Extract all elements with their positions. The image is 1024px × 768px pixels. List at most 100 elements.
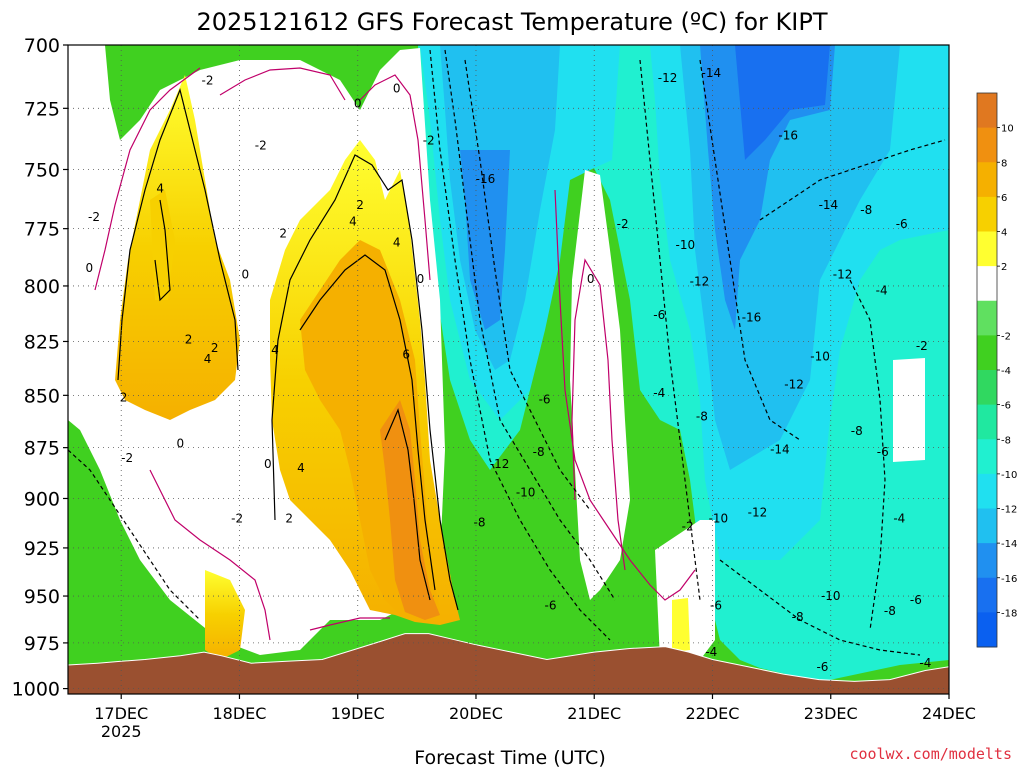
zero-zone-ground bbox=[655, 520, 715, 660]
contour-dashed-d bbox=[639, 59, 701, 601]
colorbar-swatch bbox=[977, 508, 997, 544]
x-axis-label: Forecast Time (UTC) bbox=[414, 747, 605, 768]
contour-label: 2 bbox=[120, 390, 128, 404]
y-tick-label: 775 bbox=[24, 219, 60, 241]
contour-dashed-h bbox=[849, 279, 886, 631]
colorbar-label: -18 bbox=[1001, 608, 1017, 619]
colorbar: 10 8 6 4 2 -2 -4 -6 -8 -10 -12 -14 -16 -18 bbox=[976, 92, 1017, 648]
colorbar-swatch bbox=[977, 370, 997, 406]
x-year-label: 2025 bbox=[101, 722, 142, 741]
contour-label: -8 bbox=[884, 604, 896, 618]
y-tick-label: 700 bbox=[24, 35, 60, 57]
x-tick-label: 24DEC bbox=[922, 704, 976, 723]
contour-label: -6 bbox=[896, 217, 908, 231]
contour-label: -16 bbox=[742, 310, 762, 324]
plot-frame bbox=[67, 44, 950, 695]
colorbar-label: -16 bbox=[1001, 574, 1017, 585]
colorbar-swatch bbox=[977, 231, 997, 267]
contour-dashed-g bbox=[719, 559, 921, 656]
y-tick-label: 975 bbox=[24, 633, 60, 655]
contour-label: -8 bbox=[533, 445, 545, 459]
y-axis: 700 725 750 775 800 825 850 875 900 925 950 975 1000 bbox=[12, 35, 68, 701]
x-axis: 17DEC 18DEC 19DEC 20DEC 21DEC 22DEC 23DEC 24DEC… bbox=[94, 694, 976, 741]
colorbar-label: -2 bbox=[1001, 331, 1011, 342]
contour-label: -6 bbox=[544, 599, 556, 613]
contour-dashed-f bbox=[759, 139, 946, 221]
contour-label: -12 bbox=[490, 457, 510, 471]
x-tick-label: 23DEC bbox=[804, 704, 858, 723]
warm-zone-b bbox=[205, 570, 245, 660]
contour-label: -12 bbox=[748, 505, 768, 519]
contour-label: -4 bbox=[919, 656, 931, 670]
grid-lines bbox=[68, 45, 949, 694]
contour-label: -2 bbox=[916, 339, 928, 353]
contour-lines bbox=[68, 49, 946, 656]
y-tick-label: 850 bbox=[24, 385, 60, 407]
contour-dashed-c bbox=[464, 59, 591, 511]
contour-label: -12 bbox=[833, 268, 853, 282]
terrain-surface bbox=[68, 633, 949, 694]
warm-zone-e bbox=[380, 400, 440, 620]
y-tick-label: 825 bbox=[24, 331, 60, 353]
contour-label: -4 bbox=[653, 386, 665, 400]
y-tick-label: 900 bbox=[24, 488, 60, 510]
contour-label: -10 bbox=[821, 589, 841, 603]
colorbar-label: -6 bbox=[1001, 401, 1011, 412]
contour-label: -10 bbox=[516, 485, 536, 499]
contour-label: 0 bbox=[177, 437, 185, 451]
contour-label: -2 bbox=[682, 519, 694, 533]
y-tick-label: 725 bbox=[24, 98, 60, 120]
contour-label: -2 bbox=[88, 210, 100, 224]
warm-zone-f bbox=[672, 598, 690, 652]
contour-label: -6 bbox=[653, 308, 665, 322]
contour-label: 4 bbox=[204, 352, 212, 366]
x-tick-label: 20DEC bbox=[449, 704, 503, 723]
contour-label: -8 bbox=[860, 203, 872, 217]
colorbar-label: -10 bbox=[1001, 470, 1017, 481]
contour-zero-c bbox=[571, 258, 626, 571]
contour-label: -14 bbox=[702, 66, 722, 80]
colorbar-swatch bbox=[977, 335, 997, 371]
contour-label: -16 bbox=[778, 128, 798, 142]
contour-label: 6 bbox=[402, 348, 410, 362]
contour-label: -4 bbox=[893, 511, 905, 525]
y-tick-label: 875 bbox=[24, 438, 60, 460]
cold-band-16b bbox=[700, 45, 835, 330]
colorbar-label: 8 bbox=[1001, 158, 1007, 169]
cold-band-16c bbox=[735, 45, 830, 160]
y-tick-label: 750 bbox=[24, 159, 60, 181]
credit-text: coolwx.com/modelts bbox=[849, 745, 1012, 763]
contour-label: -12 bbox=[690, 274, 710, 288]
colorbar-swatch bbox=[977, 266, 997, 302]
colorbar-swatch bbox=[977, 473, 997, 509]
contour-label: -16 bbox=[476, 172, 496, 186]
contour-zero bbox=[94, 67, 431, 291]
contour-two bbox=[117, 88, 459, 611]
contour-label: -6 bbox=[539, 393, 551, 407]
x-tick-label: 21DEC bbox=[567, 704, 621, 723]
contour-label: -14 bbox=[770, 443, 790, 457]
y-tick-label: 1000 bbox=[12, 679, 60, 701]
zero-zone-right bbox=[893, 358, 925, 462]
contour-dashed-i bbox=[68, 449, 201, 621]
colorbar-swatch bbox=[977, 543, 997, 579]
warm-zone-a bbox=[115, 75, 240, 420]
contour-label: -2 bbox=[121, 451, 133, 465]
zero-zone-mid bbox=[570, 170, 630, 600]
contour-label: -2 bbox=[617, 217, 629, 231]
colorbar-label: 2 bbox=[1001, 262, 1007, 273]
x-tick-label: 19DEC bbox=[331, 704, 385, 723]
contour-label: 0 bbox=[587, 272, 595, 286]
contour-label: -8 bbox=[474, 515, 486, 529]
temperature-field bbox=[68, 45, 949, 694]
contour-four bbox=[154, 199, 436, 591]
contour-label: 2 bbox=[185, 332, 193, 346]
contour-label: 4 bbox=[156, 182, 164, 196]
contour-label: -8 bbox=[851, 424, 863, 438]
contour-label: -2 bbox=[255, 138, 267, 152]
contour-label: 4 bbox=[393, 236, 401, 250]
contour-dashed-a bbox=[429, 49, 611, 641]
contour-dashed-e bbox=[699, 59, 801, 441]
